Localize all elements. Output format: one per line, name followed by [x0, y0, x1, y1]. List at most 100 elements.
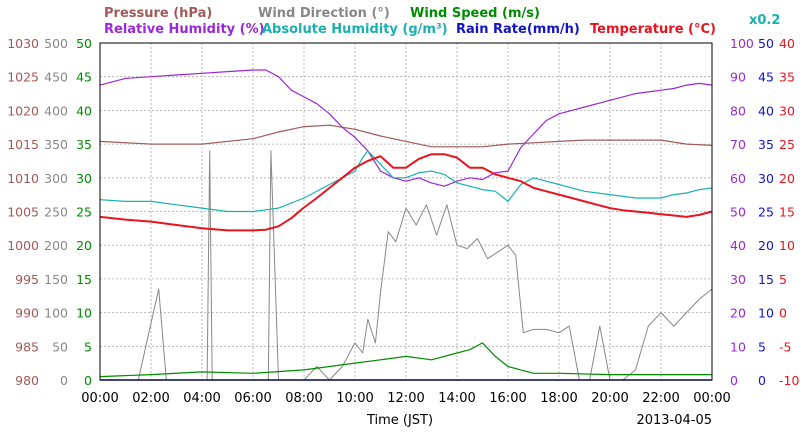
y-tick-label-temperature: 10 [779, 238, 795, 253]
y-tick-label-wind-direction: 100 [44, 306, 68, 321]
y-tick-label-wind-direction: 50 [52, 339, 68, 354]
y-tick-label-rain-rate: 10 [758, 306, 774, 321]
y-tick-label-wind-speed: 25 [76, 205, 92, 220]
x-tick-label: 16:00 [489, 391, 526, 406]
y-tick-label-temperature: 5 [779, 272, 787, 287]
y-tick-label-wind-speed: 35 [76, 137, 92, 152]
series-line-relative-humidity [99, 69, 713, 187]
legend-absolute-humidity: Absolute Humidity (g/m³) [262, 22, 448, 37]
y-tick-label-pressure: 1010 [7, 171, 39, 186]
y-tick-label-wind-speed: 5 [84, 339, 92, 354]
y-tick-label-temperature: 15 [779, 205, 795, 220]
y-tick-label-wind-direction: 300 [44, 171, 68, 186]
y-tick-label-rain-rate: 5 [758, 339, 766, 354]
y-tick-label-relative-humidity: 10 [730, 339, 746, 354]
x-tick-label: 08:00 [285, 391, 322, 406]
y-tick-label-pressure: 1025 [7, 70, 39, 85]
y-tick-label-rain-rate: 45 [758, 70, 774, 85]
y-tick-label-temperature: 40 [779, 36, 795, 51]
y-tick-label-rain-rate: 20 [758, 238, 774, 253]
y-tick-label-relative-humidity: 100 [730, 36, 754, 51]
y-tick-label-pressure: 1030 [7, 36, 39, 51]
x-tick-label: 10:00 [336, 391, 373, 406]
y-tick-label-wind-direction: 400 [44, 103, 68, 118]
y-tick-label-temperature: -10 [779, 373, 799, 388]
y-tick-label-pressure: 1005 [7, 205, 39, 220]
grid [100, 43, 712, 380]
legend-rain-rate: Rain Rate(mm/h) [456, 22, 580, 37]
y-tick-label-rain-rate: 0 [758, 373, 766, 388]
y-tick-label-wind-speed: 40 [76, 103, 92, 118]
y-tick-label-rain-rate: 35 [758, 137, 774, 152]
series-line-temperature [99, 153, 713, 232]
series-group [99, 69, 713, 381]
y-tick-label-wind-speed: 0 [84, 373, 92, 388]
y-tick-label-relative-humidity: 60 [730, 171, 746, 186]
y-tick-label-pressure: 995 [15, 272, 39, 287]
y-tick-label-relative-humidity: 90 [730, 70, 746, 85]
y-tick-label-temperature: 25 [779, 137, 795, 152]
x-tick-label: 02:00 [132, 391, 169, 406]
y-tick-label-rain-rate: 40 [758, 103, 774, 118]
y-tick-label-pressure: 990 [15, 306, 39, 321]
date-label: 2013-04-05 [636, 413, 712, 428]
legend-relative-humidity: Relative Humidity (%) [104, 22, 265, 37]
legend-wind-direction: Wind Direction (°) [258, 6, 390, 21]
y-tick-label-pressure: 1015 [7, 137, 39, 152]
x-tick-label: 06:00 [234, 391, 271, 406]
axes: 1030102510201015101010051000995990985980… [7, 36, 799, 406]
y-tick-label-wind-direction: 0 [60, 373, 68, 388]
y-tick-label-temperature: 0 [779, 306, 787, 321]
y-tick-label-wind-direction: 450 [44, 70, 68, 85]
y-tick-label-wind-direction: 250 [44, 205, 68, 220]
y-tick-label-relative-humidity: 50 [730, 205, 746, 220]
x-tick-label: 20:00 [591, 391, 628, 406]
y-tick-label-temperature: 35 [779, 70, 795, 85]
y-tick-label-wind-speed: 45 [76, 70, 92, 85]
y-tick-label-wind-direction: 150 [44, 272, 68, 287]
y-tick-label-wind-speed: 15 [76, 272, 92, 287]
y-tick-label-temperature: 30 [779, 103, 795, 118]
x-tick-label: 04:00 [183, 391, 220, 406]
y-tick-label-wind-speed: 10 [76, 306, 92, 321]
x-axis-label: Time (JST) [366, 413, 433, 428]
series-line-pressure [99, 124, 713, 148]
y-tick-label-temperature: -5 [779, 339, 791, 354]
y-tick-label-pressure: 980 [15, 373, 39, 388]
y-tick-label-relative-humidity: 30 [730, 272, 746, 287]
legend-ah-scale: x0.2 [749, 13, 780, 28]
y-tick-label-relative-humidity: 40 [730, 238, 746, 253]
y-tick-label-relative-humidity: 70 [730, 137, 746, 152]
series-line-absolute-humidity [99, 150, 713, 213]
series-line-wind-speed [99, 342, 712, 378]
y-tick-label-temperature: 20 [779, 171, 795, 186]
y-tick-label-wind-direction: 350 [44, 137, 68, 152]
legend-temperature: Temperature (°C) [590, 22, 716, 37]
y-tick-label-relative-humidity: 0 [730, 373, 738, 388]
legend-pressure: Pressure (hPa) [104, 6, 212, 21]
x-tick-label: 14:00 [438, 391, 475, 406]
series-line-wind-direction [100, 150, 713, 381]
y-tick-label-wind-speed: 30 [76, 171, 92, 186]
legend-wind-speed: Wind Speed (m/s) [410, 6, 540, 21]
y-tick-label-wind-direction: 500 [44, 36, 68, 51]
x-tick-label: 18:00 [540, 391, 577, 406]
y-tick-label-relative-humidity: 20 [730, 306, 746, 321]
x-tick-label: 00:00 [81, 391, 118, 406]
x-tick-label: 12:00 [387, 391, 424, 406]
y-tick-label-rain-rate: 30 [758, 171, 774, 186]
x-tick-label: 22:00 [642, 391, 679, 406]
y-tick-label-wind-speed: 50 [76, 36, 92, 51]
y-tick-label-rain-rate: 15 [758, 272, 774, 287]
y-tick-label-relative-humidity: 80 [730, 103, 746, 118]
y-tick-label-wind-direction: 200 [44, 238, 68, 253]
x-tick-label: 00:00 [693, 391, 730, 406]
plot-frame [99, 42, 713, 381]
y-tick-label-pressure: 985 [15, 339, 39, 354]
y-tick-label-wind-speed: 20 [76, 238, 92, 253]
y-tick-label-pressure: 1020 [7, 103, 39, 118]
y-tick-label-rain-rate: 25 [758, 205, 774, 220]
y-tick-label-rain-rate: 50 [758, 36, 774, 51]
